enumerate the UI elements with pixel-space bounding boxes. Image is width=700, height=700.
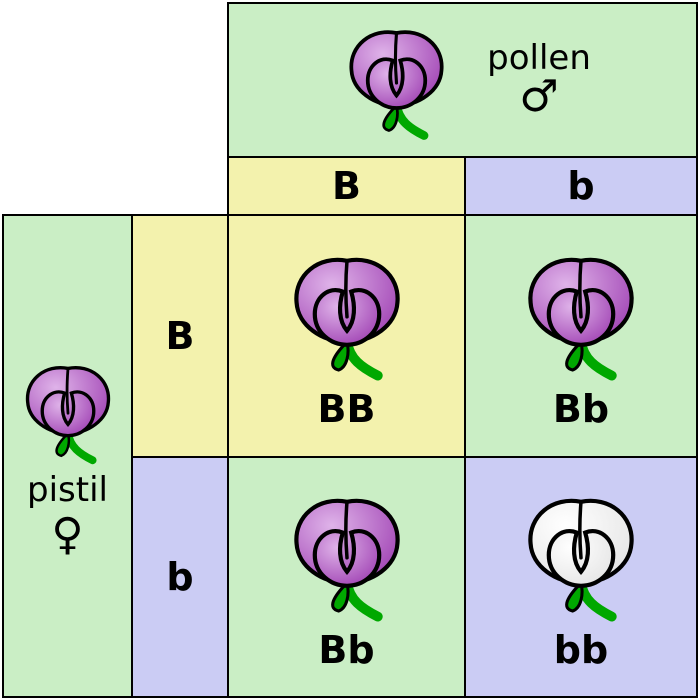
flower-icon bbox=[334, 18, 459, 143]
offspring-flower bbox=[277, 244, 417, 384]
female-parent-header: pistil ♀ bbox=[2, 214, 131, 698]
allele-label: b bbox=[166, 555, 193, 599]
offspring-bb: bb bbox=[464, 456, 698, 698]
female-symbol-icon: ♀ bbox=[51, 513, 83, 557]
allele-label: b bbox=[567, 164, 594, 208]
offspring-flower bbox=[511, 244, 651, 384]
male-parent-flower bbox=[334, 18, 459, 143]
allele-label: B bbox=[332, 164, 361, 208]
male-allele-dominant: B bbox=[227, 156, 464, 214]
flower-icon bbox=[277, 485, 417, 625]
genotype-label: BB bbox=[318, 390, 376, 428]
male-allele-recessive: b bbox=[464, 156, 698, 214]
flower-icon bbox=[277, 244, 417, 384]
allele-label: B bbox=[166, 314, 195, 358]
male-symbol-icon: ♂ bbox=[519, 75, 558, 119]
male-parent-label-block: pollen♂ bbox=[487, 41, 591, 119]
female-parent-label: pistil bbox=[27, 473, 108, 507]
male-parent-header: pollen♂ bbox=[227, 2, 698, 156]
male-parent-label: pollen bbox=[487, 41, 591, 75]
female-parent-flower bbox=[12, 355, 124, 467]
genotype-label: Bb bbox=[553, 390, 609, 428]
offspring-Bb-bottom: Bb bbox=[227, 456, 464, 698]
punnett-square-diagram: pollen♂ Bb pistil ♀ Bb BB Bb bbox=[0, 0, 700, 700]
flower-icon bbox=[12, 355, 124, 467]
flower-icon bbox=[511, 485, 651, 625]
offspring-flower bbox=[277, 485, 417, 625]
genotype-label: bb bbox=[554, 631, 608, 669]
female-allele-recessive: b bbox=[131, 456, 227, 698]
female-allele-dominant: B bbox=[131, 214, 227, 456]
offspring-flower bbox=[511, 485, 651, 625]
offspring-Bb-top: Bb bbox=[464, 214, 698, 456]
flower-icon bbox=[511, 244, 651, 384]
offspring-BB: BB bbox=[227, 214, 464, 456]
genotype-label: Bb bbox=[318, 631, 374, 669]
